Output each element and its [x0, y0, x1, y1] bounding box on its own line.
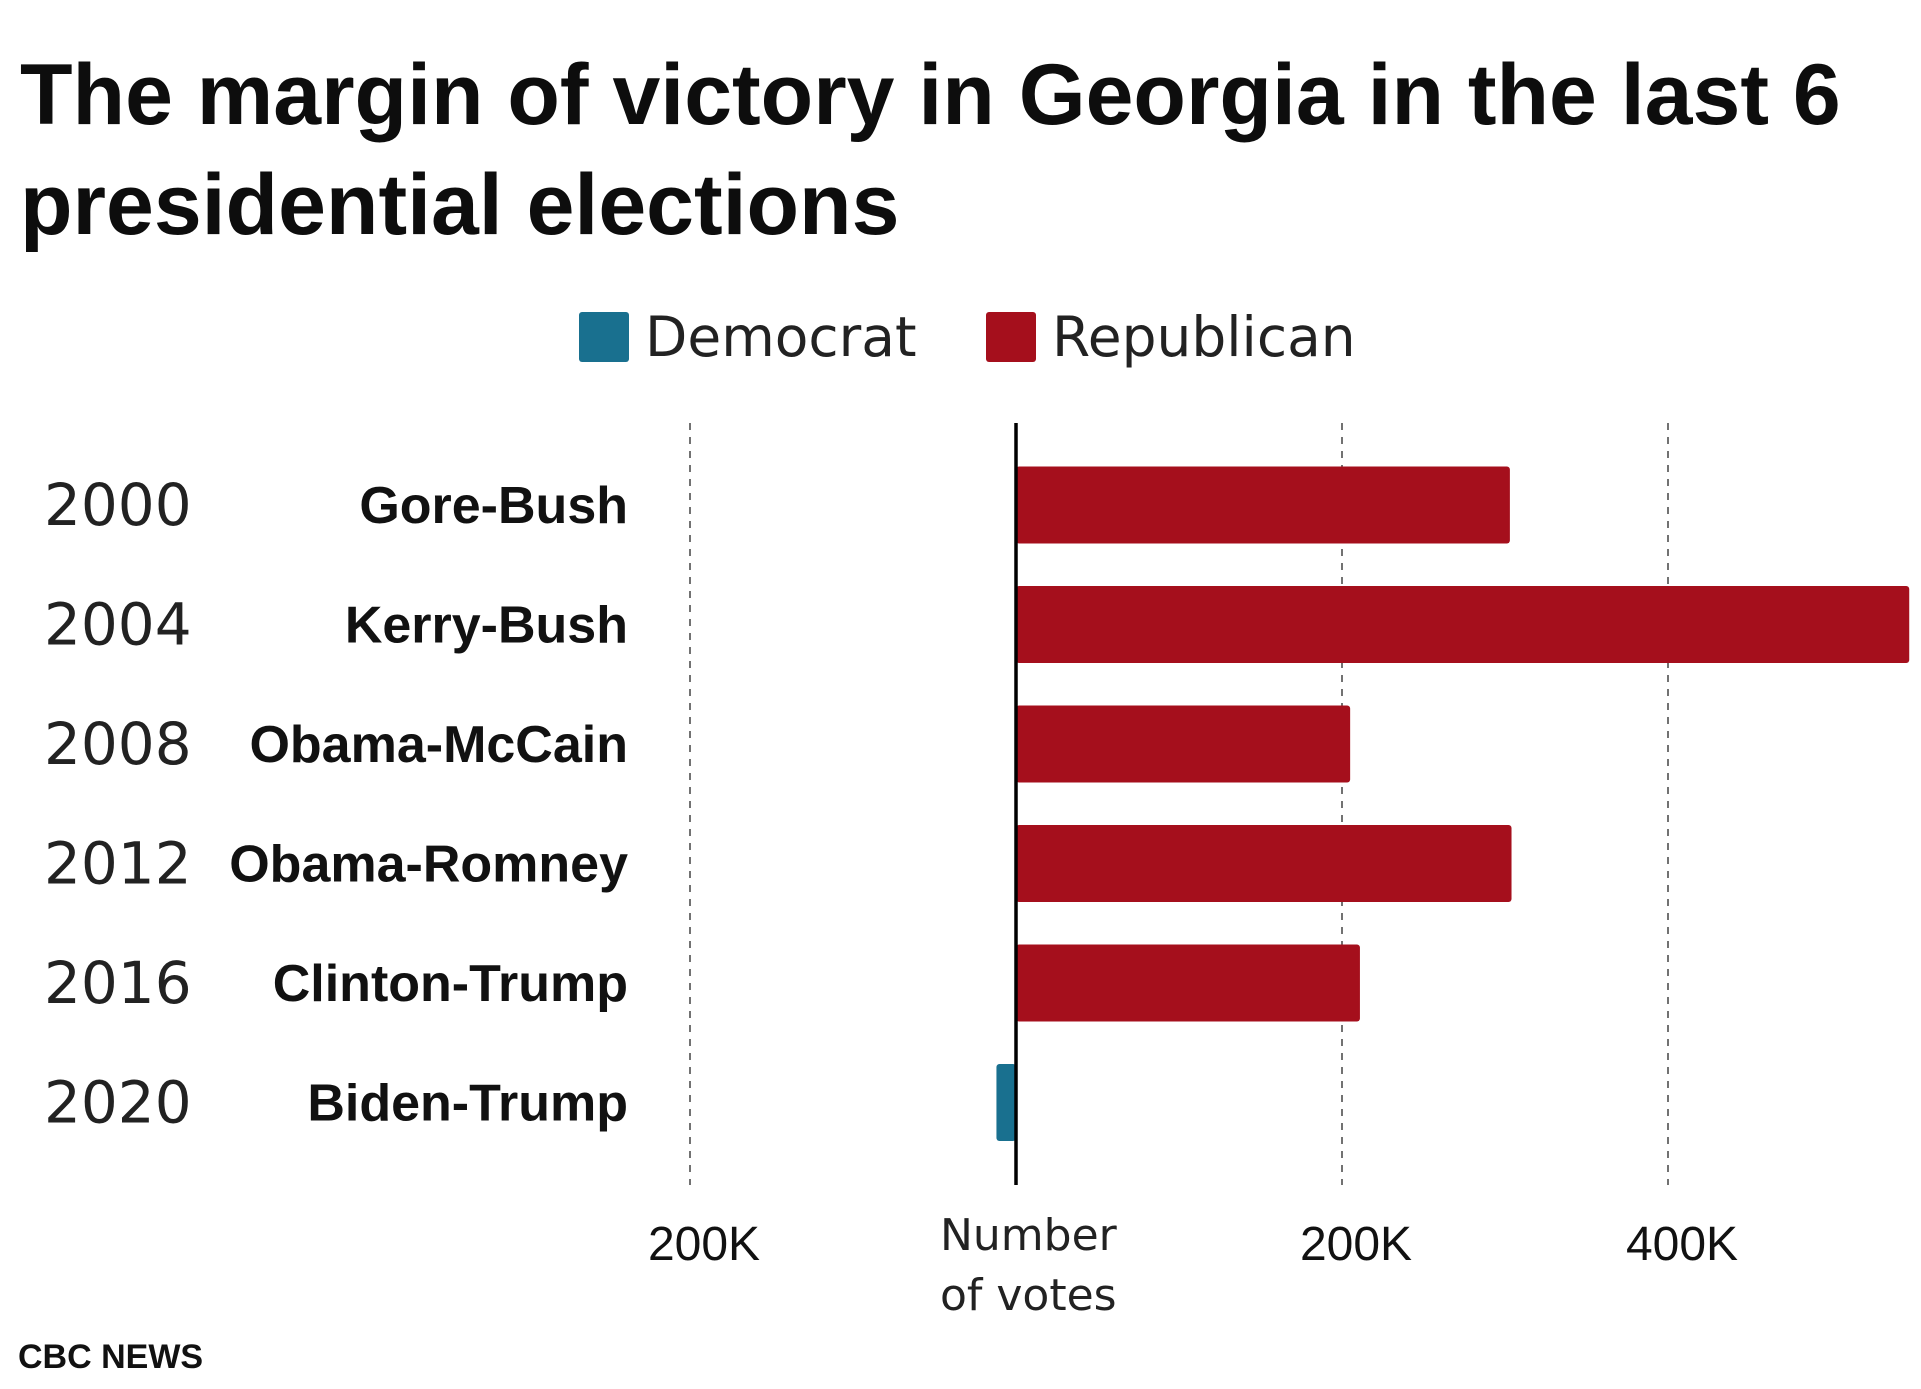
- bar: [996, 1064, 1016, 1141]
- legend-label-republican: Republican: [1052, 305, 1356, 369]
- chart-title: The margin of victory in Georgia in the …: [20, 47, 1841, 253]
- bar: [1016, 944, 1360, 1022]
- x-tick-label: 200K: [648, 1218, 760, 1271]
- legend: Democrat Republican: [0, 307, 1921, 367]
- legend-swatch-republican: [986, 312, 1036, 362]
- year-label: 2008: [44, 710, 192, 778]
- year-label: 2012: [44, 830, 192, 898]
- bar: [1016, 705, 1351, 783]
- x-tick-label: 400K: [1626, 1218, 1738, 1271]
- legend-item-democrat: Democrat: [579, 307, 917, 367]
- year-label: 2020: [44, 1069, 192, 1137]
- year-label: 2000: [44, 471, 192, 539]
- source-credit: CBC NEWS: [18, 1338, 204, 1376]
- legend-label-democrat: Democrat: [645, 305, 917, 369]
- year-label: 2016: [44, 949, 192, 1017]
- legend-swatch-democrat: [579, 312, 629, 362]
- bar: [1016, 825, 1512, 902]
- x-tick-label: 200K: [1300, 1218, 1412, 1271]
- year-label: 2004: [44, 591, 192, 659]
- bar: [1016, 586, 1910, 663]
- x-axis-label: Number of votes: [940, 1210, 1118, 1321]
- contest-label: Gore-Bush: [359, 477, 628, 535]
- contest-label: Obama-McCain: [249, 716, 628, 774]
- contest-label: Clinton-Trump: [273, 955, 628, 1013]
- contest-label: Biden-Trump: [307, 1075, 628, 1133]
- legend-item-republican: Republican: [986, 307, 1356, 367]
- bar: [1016, 466, 1510, 544]
- contest-label: Obama-Romney: [229, 836, 628, 894]
- contest-label: Kerry-Bush: [345, 597, 628, 655]
